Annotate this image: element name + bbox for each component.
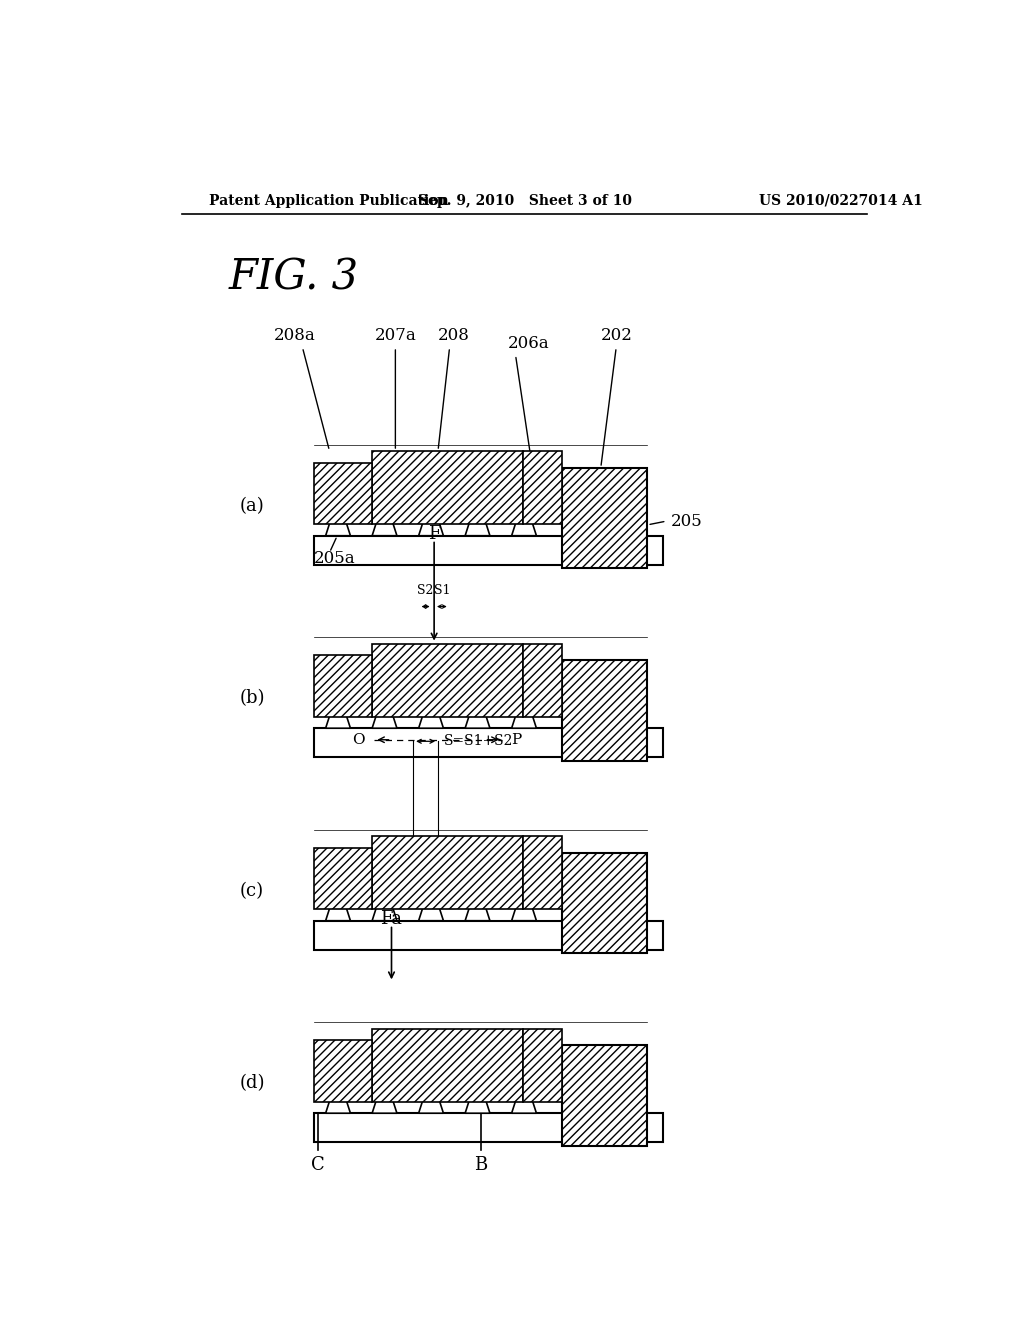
Bar <box>314 536 663 565</box>
Polygon shape <box>326 1098 350 1113</box>
Polygon shape <box>372 713 397 729</box>
Polygon shape <box>465 906 489 921</box>
Text: Patent Application Publication: Patent Application Publication <box>209 194 449 207</box>
Polygon shape <box>372 1098 397 1113</box>
Text: S=S1+S2: S=S1+S2 <box>444 734 514 748</box>
Text: 208a: 208a <box>273 327 315 345</box>
Text: O: O <box>352 733 365 747</box>
Bar <box>523 1028 562 1102</box>
Polygon shape <box>465 1098 489 1113</box>
Polygon shape <box>372 520 397 536</box>
Bar <box>523 836 562 909</box>
Text: 205: 205 <box>671 512 702 529</box>
Text: (d): (d) <box>240 1074 265 1092</box>
Text: US 2010/0227014 A1: US 2010/0227014 A1 <box>759 194 923 207</box>
Polygon shape <box>326 520 350 536</box>
Text: S1: S1 <box>433 585 451 598</box>
Text: 206a: 206a <box>508 335 549 351</box>
Bar <box>372 836 523 909</box>
Bar <box>523 644 562 717</box>
Text: 202: 202 <box>600 327 632 345</box>
Text: F: F <box>428 525 440 544</box>
Bar <box>314 462 372 524</box>
Bar <box>314 847 372 909</box>
Text: 207a: 207a <box>375 327 416 345</box>
Bar <box>562 1045 647 1146</box>
Bar <box>562 469 647 568</box>
Bar <box>314 729 663 758</box>
Polygon shape <box>512 520 537 536</box>
Bar <box>372 451 523 524</box>
Bar <box>372 644 523 717</box>
Polygon shape <box>512 713 537 729</box>
Text: (b): (b) <box>240 689 265 708</box>
Bar <box>562 853 647 953</box>
Polygon shape <box>465 520 489 536</box>
Polygon shape <box>512 906 537 921</box>
Text: P: P <box>512 733 522 747</box>
Bar <box>314 1113 663 1143</box>
Polygon shape <box>419 1098 443 1113</box>
Text: C: C <box>311 1156 325 1175</box>
Polygon shape <box>512 1098 537 1113</box>
Text: S2: S2 <box>418 585 434 598</box>
Bar <box>314 655 372 717</box>
Polygon shape <box>419 520 443 536</box>
Text: 208: 208 <box>437 327 469 345</box>
Polygon shape <box>419 713 443 729</box>
Bar <box>523 451 562 524</box>
Bar <box>314 1040 372 1102</box>
Bar <box>372 1028 523 1102</box>
Polygon shape <box>326 713 350 729</box>
Polygon shape <box>419 906 443 921</box>
Text: Fa: Fa <box>381 911 402 928</box>
Polygon shape <box>326 906 350 921</box>
Text: Sep. 9, 2010   Sheet 3 of 10: Sep. 9, 2010 Sheet 3 of 10 <box>418 194 632 207</box>
Text: (a): (a) <box>240 496 264 515</box>
Text: B: B <box>474 1156 487 1175</box>
Text: 205a: 205a <box>314 550 355 568</box>
Text: (c): (c) <box>240 882 264 900</box>
Bar <box>314 921 663 950</box>
Polygon shape <box>465 713 489 729</box>
Text: FIG. 3: FIG. 3 <box>228 257 358 298</box>
Polygon shape <box>372 906 397 921</box>
Bar <box>562 660 647 760</box>
